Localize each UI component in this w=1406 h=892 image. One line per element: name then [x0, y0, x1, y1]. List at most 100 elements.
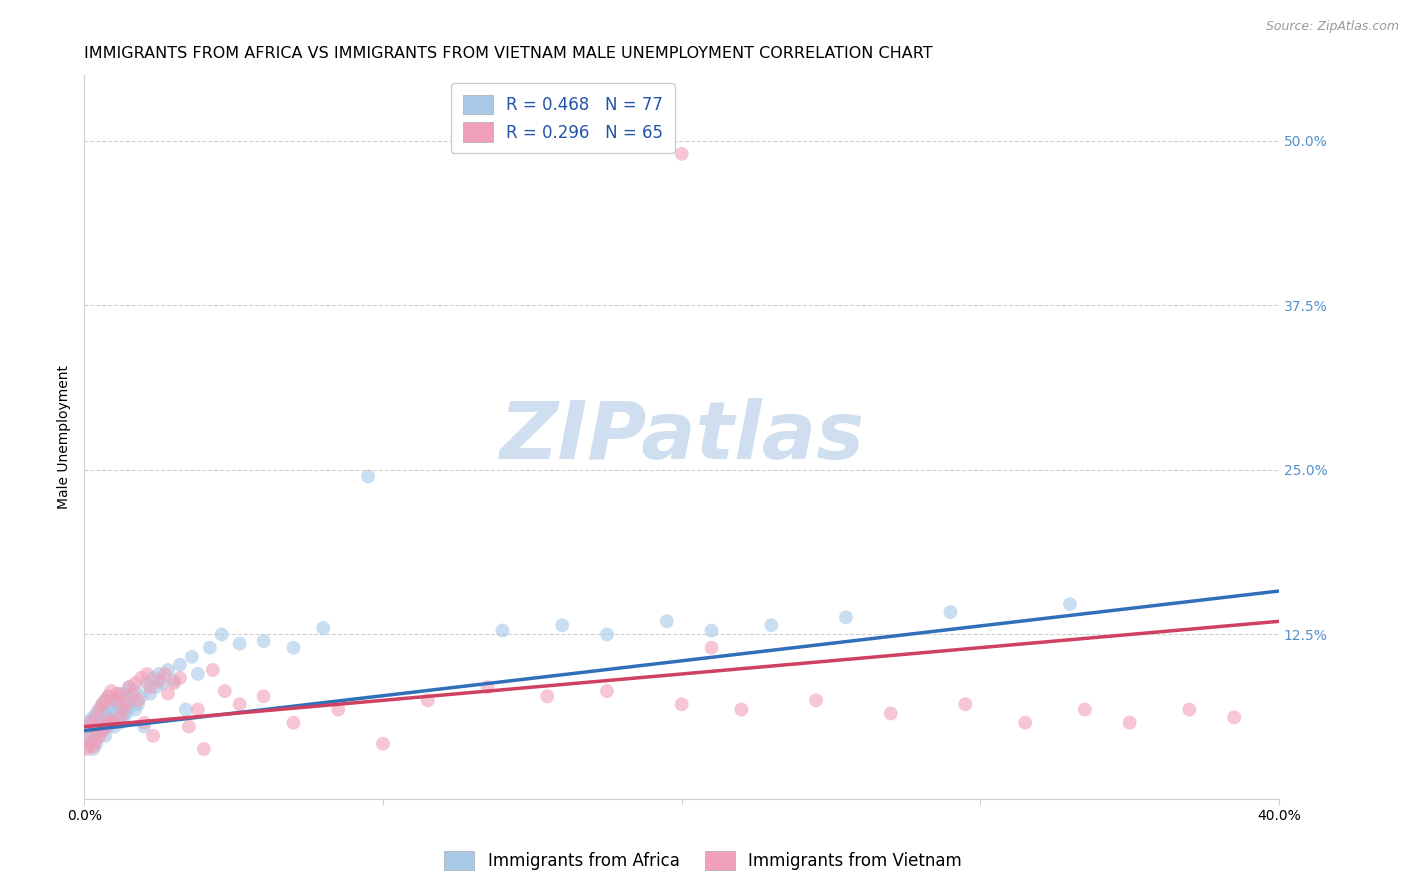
Point	[939, 605, 962, 619]
Legend: Immigrants from Africa, Immigrants from Vietnam: Immigrants from Africa, Immigrants from …	[437, 844, 969, 877]
Point	[110, 687, 132, 701]
Point	[150, 676, 173, 690]
Point	[97, 690, 120, 704]
Point	[76, 720, 98, 734]
Point	[97, 720, 120, 734]
Point	[174, 702, 197, 716]
Point	[536, 690, 558, 704]
Point	[177, 720, 200, 734]
Point	[136, 676, 159, 690]
Point	[91, 713, 114, 727]
Point	[228, 698, 250, 712]
Point	[86, 720, 108, 734]
Point	[91, 698, 114, 712]
Point	[103, 693, 125, 707]
Point	[118, 680, 141, 694]
Point	[124, 676, 146, 690]
Point	[97, 715, 120, 730]
Point	[312, 621, 335, 635]
Point	[86, 732, 108, 747]
Point	[596, 684, 619, 698]
Point	[79, 729, 101, 743]
Point	[94, 693, 117, 707]
Point	[700, 624, 723, 638]
Point	[228, 637, 250, 651]
Point	[252, 690, 274, 704]
Point	[76, 739, 98, 754]
Point	[91, 698, 114, 712]
Point	[112, 702, 135, 716]
Point	[97, 699, 120, 714]
Point	[86, 710, 108, 724]
Point	[112, 693, 135, 707]
Point	[124, 684, 146, 698]
Point	[129, 690, 152, 704]
Point	[79, 737, 101, 751]
Point	[1118, 715, 1140, 730]
Point	[105, 698, 128, 712]
Point	[193, 742, 215, 756]
Point	[880, 706, 903, 721]
Text: ZIPatlas: ZIPatlas	[499, 398, 865, 476]
Point	[169, 671, 191, 685]
Point	[79, 737, 101, 751]
Point	[82, 720, 104, 734]
Point	[148, 673, 170, 688]
Point	[82, 739, 104, 754]
Point	[118, 699, 141, 714]
Point	[121, 687, 143, 701]
Point	[156, 663, 179, 677]
Point	[82, 742, 104, 756]
Point	[127, 693, 149, 707]
Point	[103, 706, 125, 721]
Text: Source: ZipAtlas.com: Source: ZipAtlas.com	[1265, 20, 1399, 33]
Point	[730, 702, 752, 716]
Point	[198, 640, 221, 655]
Point	[79, 713, 101, 727]
Point	[804, 693, 827, 707]
Point	[671, 147, 693, 161]
Point	[655, 615, 678, 629]
Point	[115, 698, 138, 712]
Point	[142, 729, 165, 743]
Point	[371, 737, 394, 751]
Point	[76, 726, 98, 740]
Point	[955, 698, 977, 712]
Point	[97, 710, 120, 724]
Point	[153, 667, 176, 681]
Point	[1059, 597, 1081, 611]
Point	[201, 663, 224, 677]
Point	[139, 687, 162, 701]
Point	[187, 667, 209, 681]
Point	[283, 715, 305, 730]
Point	[115, 706, 138, 721]
Y-axis label: Male Unemployment: Male Unemployment	[58, 365, 72, 509]
Point	[82, 723, 104, 738]
Point	[211, 627, 233, 641]
Point	[163, 673, 186, 688]
Point	[86, 706, 108, 721]
Legend: R = 0.468   N = 77, R = 0.296   N = 65: R = 0.468 N = 77, R = 0.296 N = 65	[451, 83, 675, 153]
Point	[551, 618, 574, 632]
Point	[97, 690, 120, 704]
Point	[82, 732, 104, 747]
Point	[91, 723, 114, 738]
Point	[100, 702, 122, 716]
Point	[169, 657, 191, 672]
Point	[115, 687, 138, 701]
Point	[103, 693, 125, 707]
Point	[105, 687, 128, 701]
Point	[700, 640, 723, 655]
Point	[76, 742, 98, 756]
Point	[112, 710, 135, 724]
Point	[94, 693, 117, 707]
Point	[100, 713, 122, 727]
Point	[79, 715, 101, 730]
Point	[139, 680, 162, 694]
Point	[835, 610, 858, 624]
Point	[110, 715, 132, 730]
Point	[103, 715, 125, 730]
Point	[100, 684, 122, 698]
Point	[121, 693, 143, 707]
Point	[89, 715, 111, 730]
